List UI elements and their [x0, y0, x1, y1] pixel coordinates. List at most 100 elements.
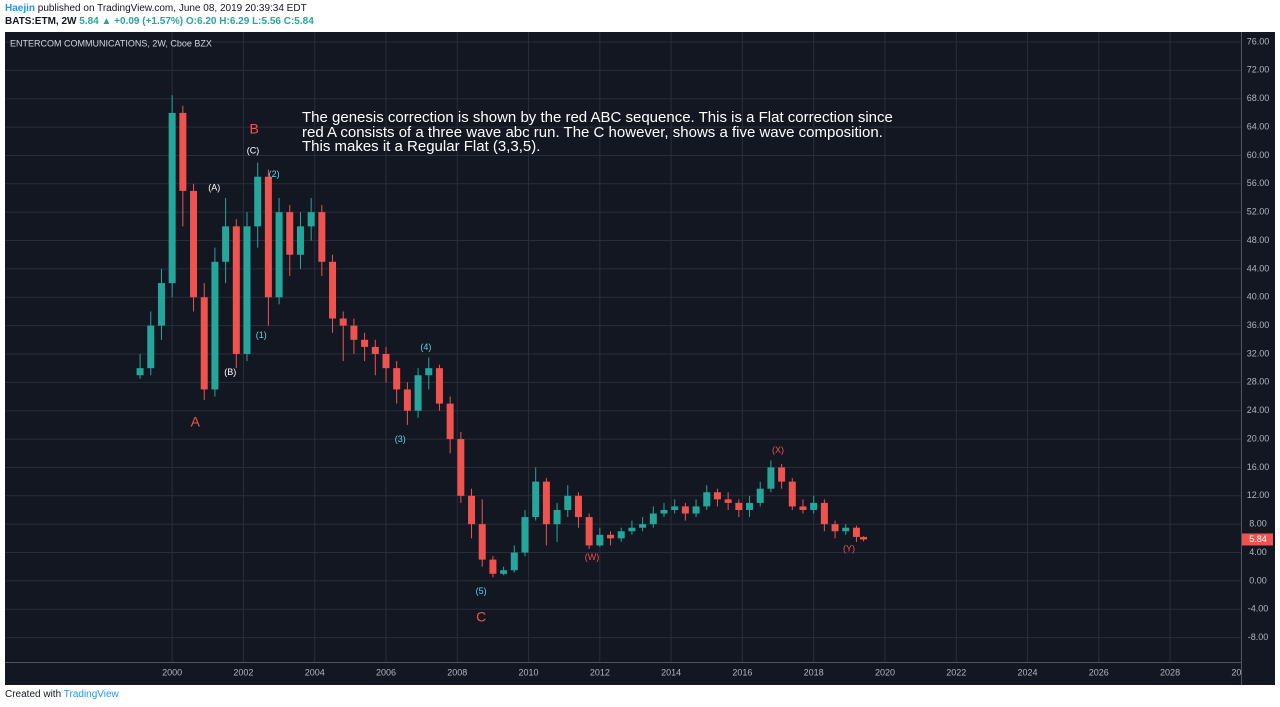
y-tick-label: 56.00: [1247, 178, 1270, 188]
x-tick-label: 2010: [519, 667, 539, 677]
candle-body: [820, 502, 828, 525]
wave-label: B: [249, 121, 258, 137]
y-tick-label: 0.00: [1249, 575, 1267, 585]
wave-label: (W): [585, 552, 600, 562]
candle-body: [521, 517, 529, 553]
y-tick-label: 16.00: [1247, 462, 1270, 472]
candle-body: [232, 226, 240, 354]
y-tick-label: 40.00: [1247, 292, 1270, 302]
x-tick-label: 2004: [305, 667, 325, 677]
published: published on TradingView.com, June 08, 2…: [37, 3, 307, 14]
last-price-label: 5.84: [1249, 534, 1267, 544]
candle-body: [574, 495, 582, 518]
candle-body: [371, 346, 379, 354]
x-tick-label: 2022: [946, 667, 966, 677]
candle-body: [211, 261, 219, 390]
candle-body: [724, 499, 732, 503]
change: 5.84 ▲ +0.09 (+1.57%): [79, 16, 184, 27]
last-price-box: [1242, 533, 1273, 546]
x-tick-label: 2024: [1017, 667, 1037, 677]
ohlc: H:6.29: [219, 16, 250, 27]
x-tick-label: 2008: [447, 667, 467, 677]
candle-body: [607, 534, 615, 539]
y-tick-label: 36.00: [1247, 320, 1270, 330]
candle-body: [542, 481, 550, 525]
wave-label: (5): [476, 586, 487, 596]
y-tick-label: 4.00: [1249, 547, 1267, 557]
candle-body: [788, 481, 796, 507]
candle-body: [350, 325, 358, 340]
x-tick-label: 2020: [875, 667, 895, 677]
candle-body: [179, 112, 187, 191]
candle-body: [286, 212, 294, 255]
candle-body: [414, 375, 422, 411]
author[interactable]: Haejin: [5, 3, 36, 14]
x-tick-label: 2016: [732, 667, 752, 677]
candle-body: [500, 570, 508, 574]
x-tick-label: 2000: [162, 667, 182, 677]
candle-body: [649, 513, 657, 525]
candle-body: [446, 403, 454, 440]
candle-body: [842, 527, 850, 532]
y-tick-label: 72.00: [1247, 65, 1270, 75]
y-tick-label: -4.00: [1248, 604, 1269, 614]
candle-body: [628, 527, 636, 532]
x-tick-label: 2028: [1160, 667, 1180, 677]
wave-label: A: [191, 413, 201, 429]
x-tick-label: 2006: [376, 667, 396, 677]
wave-label: (3): [395, 434, 406, 444]
candle-body: [756, 488, 764, 503]
x-tick-label: 2014: [661, 667, 681, 677]
candle-body: [810, 502, 818, 510]
y-tick-label: 28.00: [1247, 377, 1270, 387]
candle-body: [200, 297, 208, 390]
candle-body: [692, 506, 700, 514]
candle-body: [468, 495, 476, 525]
wave-label: (1): [256, 330, 267, 340]
y-tick-label: 48.00: [1247, 235, 1270, 245]
candle-body: [435, 368, 443, 404]
candle-body: [425, 368, 433, 376]
candle-body: [671, 506, 679, 510]
candle-body: [147, 325, 155, 369]
ohlc: O:6.20: [185, 16, 217, 27]
x-tick-label: 2012: [590, 667, 610, 677]
candle-body: [339, 318, 347, 326]
candle-body: [703, 492, 711, 507]
y-tick-label: 12.00: [1247, 490, 1270, 500]
candle-body: [136, 368, 144, 376]
brand[interactable]: TradingView: [63, 689, 119, 700]
x-tick-label: 2030: [1231, 667, 1251, 677]
candle-body: [296, 226, 304, 255]
wave-label: (X): [772, 445, 784, 455]
annotation-text: The genesis correction is shown by the r…: [302, 109, 893, 155]
wave-label: (B): [224, 367, 236, 377]
wave-label: (A): [208, 182, 220, 192]
candle-body: [852, 527, 860, 537]
candle-body: [660, 509, 668, 514]
publish-line: Haejin published on TradingView.com, Jun…: [5, 3, 307, 14]
candle-body: [767, 467, 775, 489]
candle-body: [831, 524, 839, 532]
candle-body: [275, 212, 283, 298]
y-tick-label: 68.00: [1247, 93, 1270, 103]
candle-body: [318, 212, 326, 262]
candle-body: [532, 481, 540, 518]
candle-body: [510, 552, 518, 571]
candle-body: [157, 283, 165, 326]
y-tick-label: 24.00: [1247, 405, 1270, 415]
candle-body: [735, 502, 743, 510]
candle-body: [489, 559, 497, 574]
candle-body: [746, 502, 754, 510]
wave-label: (2): [269, 169, 280, 179]
candle-body: [596, 534, 604, 546]
symbol-line: BATS:ETM, 2W 5.84 ▲ +0.09 (+1.57%) O:6.2…: [5, 16, 314, 27]
candle-body: [168, 112, 176, 284]
candle-body: [457, 439, 465, 496]
y-tick-label: 44.00: [1247, 263, 1270, 273]
chart-title: ENTERCOM COMMUNICATIONS, 2W, Cboe BZX: [10, 38, 212, 48]
candle-body: [190, 190, 198, 298]
candle-body: [361, 339, 369, 347]
candle-body: [639, 524, 647, 528]
